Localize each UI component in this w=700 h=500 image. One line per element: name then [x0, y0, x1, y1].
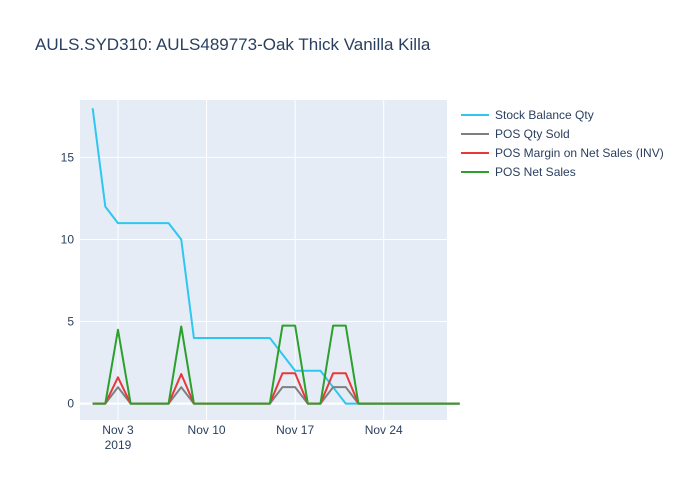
legend-label: POS Net Sales — [495, 165, 576, 179]
x-tick-label: Nov 10 — [188, 423, 226, 437]
plot-area — [80, 100, 447, 420]
y-tick-label: 10 — [61, 232, 75, 246]
x-tick-label: Nov 24 — [365, 423, 403, 437]
y-tick-label: 15 — [61, 150, 75, 164]
x-tick-label: Nov 17 — [276, 423, 314, 437]
y-axis: 0 5 10 15 — [61, 150, 75, 410]
x-tick-sublabel: 2019 — [105, 438, 132, 452]
series-lines — [91, 108, 460, 405]
legend-label: Stock Balance Qty — [495, 108, 594, 122]
x-tick-label: Nov 3 — [102, 423, 134, 437]
y-tick-label: 5 — [67, 315, 74, 329]
y-tick-label: 0 — [67, 397, 74, 411]
series-line — [92, 324, 460, 405]
legend: Stock Balance Qty POS Qty Sold POS Margin … — [461, 108, 664, 179]
legend-label: POS Margin on Net Sales (INV) — [495, 146, 664, 160]
legend-label: POS Qty Sold — [495, 127, 570, 141]
chart-title: AULS.SYD310: AULS489773-Oak Thick Vanill… — [35, 35, 431, 54]
